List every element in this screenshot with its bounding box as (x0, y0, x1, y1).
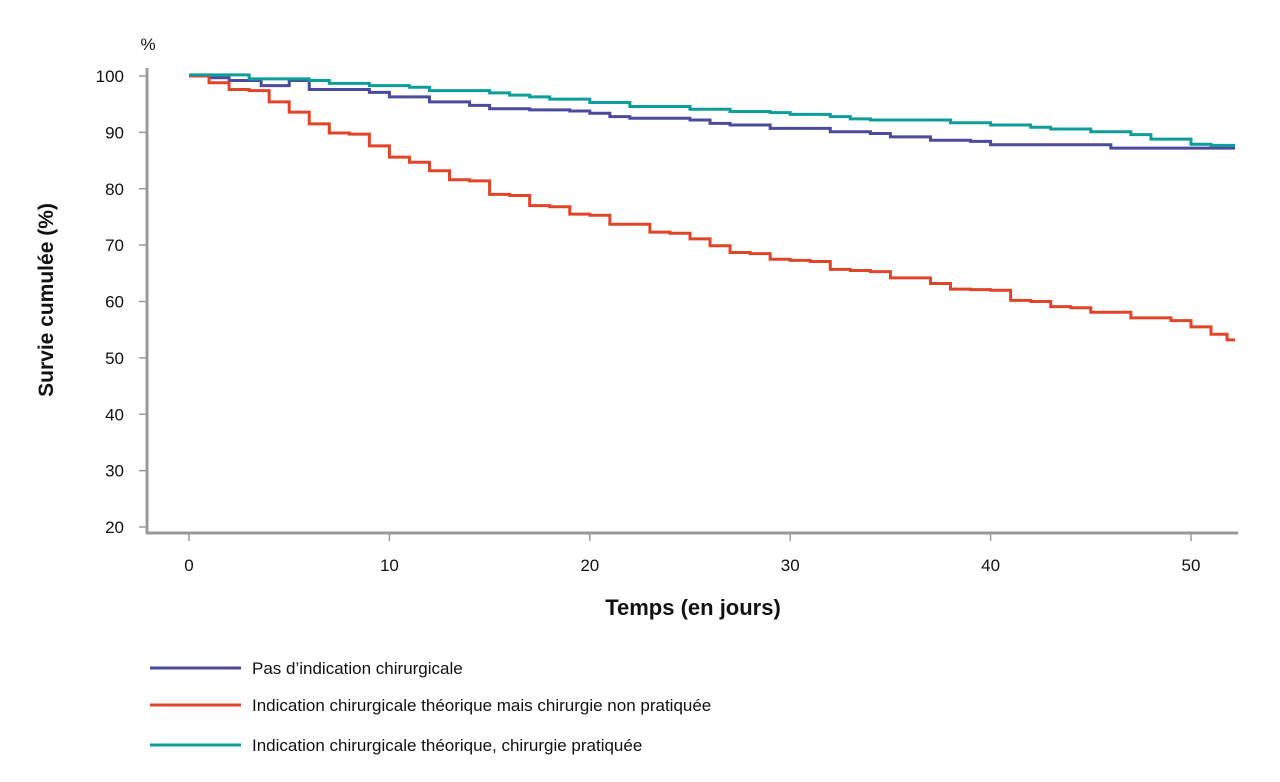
x-tick-label: 10 (380, 556, 399, 575)
x-tick-label: 50 (1182, 556, 1201, 575)
series-line-1 (189, 74, 1236, 150)
legend-label: Indication chirurgicale théorique mais c… (252, 696, 711, 715)
y-axis-title: Survie cumulée (%) (35, 203, 58, 397)
y-tick-label: 60 (105, 293, 124, 312)
x-tick-label: 40 (981, 556, 1000, 575)
y-tick-label: 70 (105, 236, 124, 255)
legend-item: Indication chirurgicale théorique mais c… (150, 696, 711, 715)
legend-label: Pas d’indication chirurgicale (252, 659, 463, 678)
legend-item: Pas d’indication chirurgicale (150, 659, 463, 678)
y-tick-label: 100 (96, 67, 124, 86)
x-tick-label: 20 (580, 556, 599, 575)
y-tick-label: 20 (105, 518, 124, 537)
y-tick-label: 80 (105, 180, 124, 199)
y-tick-label: 90 (105, 123, 124, 142)
y-unit-label: % (140, 35, 155, 54)
x-tick-label: 0 (184, 556, 193, 575)
series-line-2 (189, 74, 1236, 342)
y-tick-label: 30 (105, 462, 124, 481)
legend-label: Indication chirurgicale théorique, chiru… (252, 736, 642, 755)
legend-item: Indication chirurgicale théorique, chiru… (150, 736, 642, 755)
y-tick-label: 40 (105, 405, 124, 424)
x-tick-label: 30 (781, 556, 800, 575)
x-axis-title: Temps (en jours) (605, 595, 781, 620)
series-line-3 (189, 73, 1236, 147)
y-tick-label: 50 (105, 349, 124, 368)
